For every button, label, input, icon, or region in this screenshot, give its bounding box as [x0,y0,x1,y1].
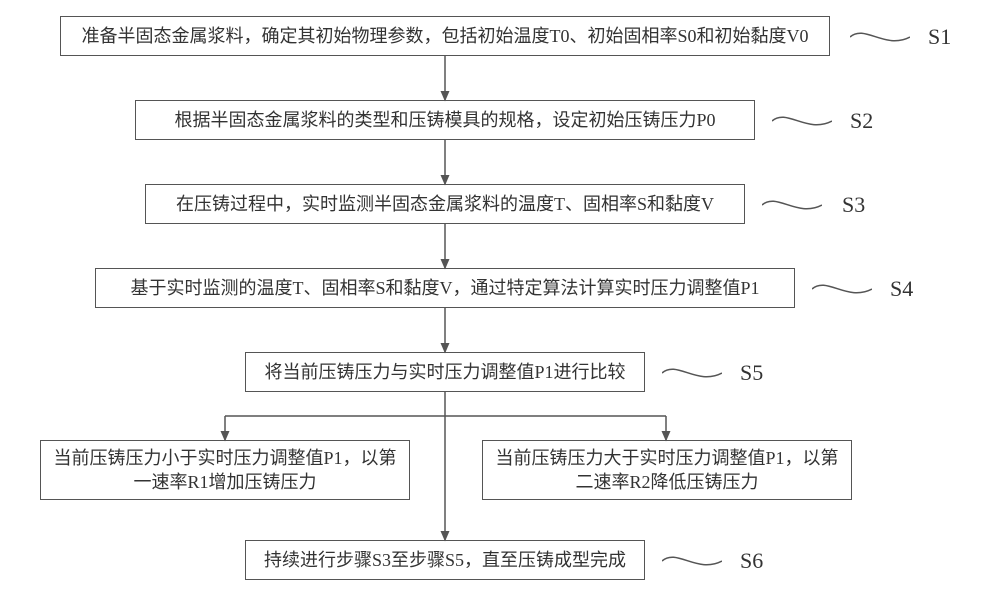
connector-s2-icon [772,108,832,134]
step-s5-label: S5 [740,360,763,386]
connector-s4-icon [812,276,872,302]
branch-2-text: 当前压铸压力大于实时压力调整值P1，以第二速率R2降低压铸压力 [491,446,843,495]
step-s2-box: 根据半固态金属浆料的类型和压铸模具的规格，设定初始压铸压力P0 [135,100,755,140]
step-s3-box: 在压铸过程中，实时监测半固态金属浆料的温度T、固相率S和黏度V [145,184,745,224]
step-s5-box: 将当前压铸压力与实时压力调整值P1进行比较 [245,352,645,392]
branch-1-box: 当前压铸压力小于实时压力调整值P1，以第一速率R1增加压铸压力 [40,440,410,500]
step-s1-label: S1 [928,24,951,50]
connector-s3-icon [762,192,822,218]
step-s6-label: S6 [740,548,763,574]
step-s3-label: S3 [842,192,865,218]
step-s3-text: 在压铸过程中，实时监测半固态金属浆料的温度T、固相率S和黏度V [176,192,714,216]
branch-2-box: 当前压铸压力大于实时压力调整值P1，以第二速率R2降低压铸压力 [482,440,852,500]
step-s6-box: 持续进行步骤S3至步骤S5，直至压铸成型完成 [245,540,645,580]
connector-s1-icon [850,24,910,50]
step-s5-text: 将当前压铸压力与实时压力调整值P1进行比较 [264,360,625,384]
step-s2-label: S2 [850,108,873,134]
step-s4-text: 基于实时监测的温度T、固相率S和黏度V，通过特定算法计算实时压力调整值P1 [130,276,759,300]
step-s4-box: 基于实时监测的温度T、固相率S和黏度V，通过特定算法计算实时压力调整值P1 [95,268,795,308]
connector-s6-icon [662,548,722,574]
step-s1-box: 准备半固态金属浆料，确定其初始物理参数，包括初始温度T0、初始固相率S0和初始黏… [60,16,830,56]
branch-1-text: 当前压铸压力小于实时压力调整值P1，以第一速率R1增加压铸压力 [49,446,401,495]
step-s1-text: 准备半固态金属浆料，确定其初始物理参数，包括初始温度T0、初始固相率S0和初始黏… [81,24,808,48]
step-s6-text: 持续进行步骤S3至步骤S5，直至压铸成型完成 [264,548,626,572]
flowchart-canvas: 准备半固态金属浆料，确定其初始物理参数，包括初始温度T0、初始固相率S0和初始黏… [0,0,1000,589]
connector-s5-icon [662,360,722,386]
step-s2-text: 根据半固态金属浆料的类型和压铸模具的规格，设定初始压铸压力P0 [174,108,715,132]
step-s4-label: S4 [890,276,913,302]
